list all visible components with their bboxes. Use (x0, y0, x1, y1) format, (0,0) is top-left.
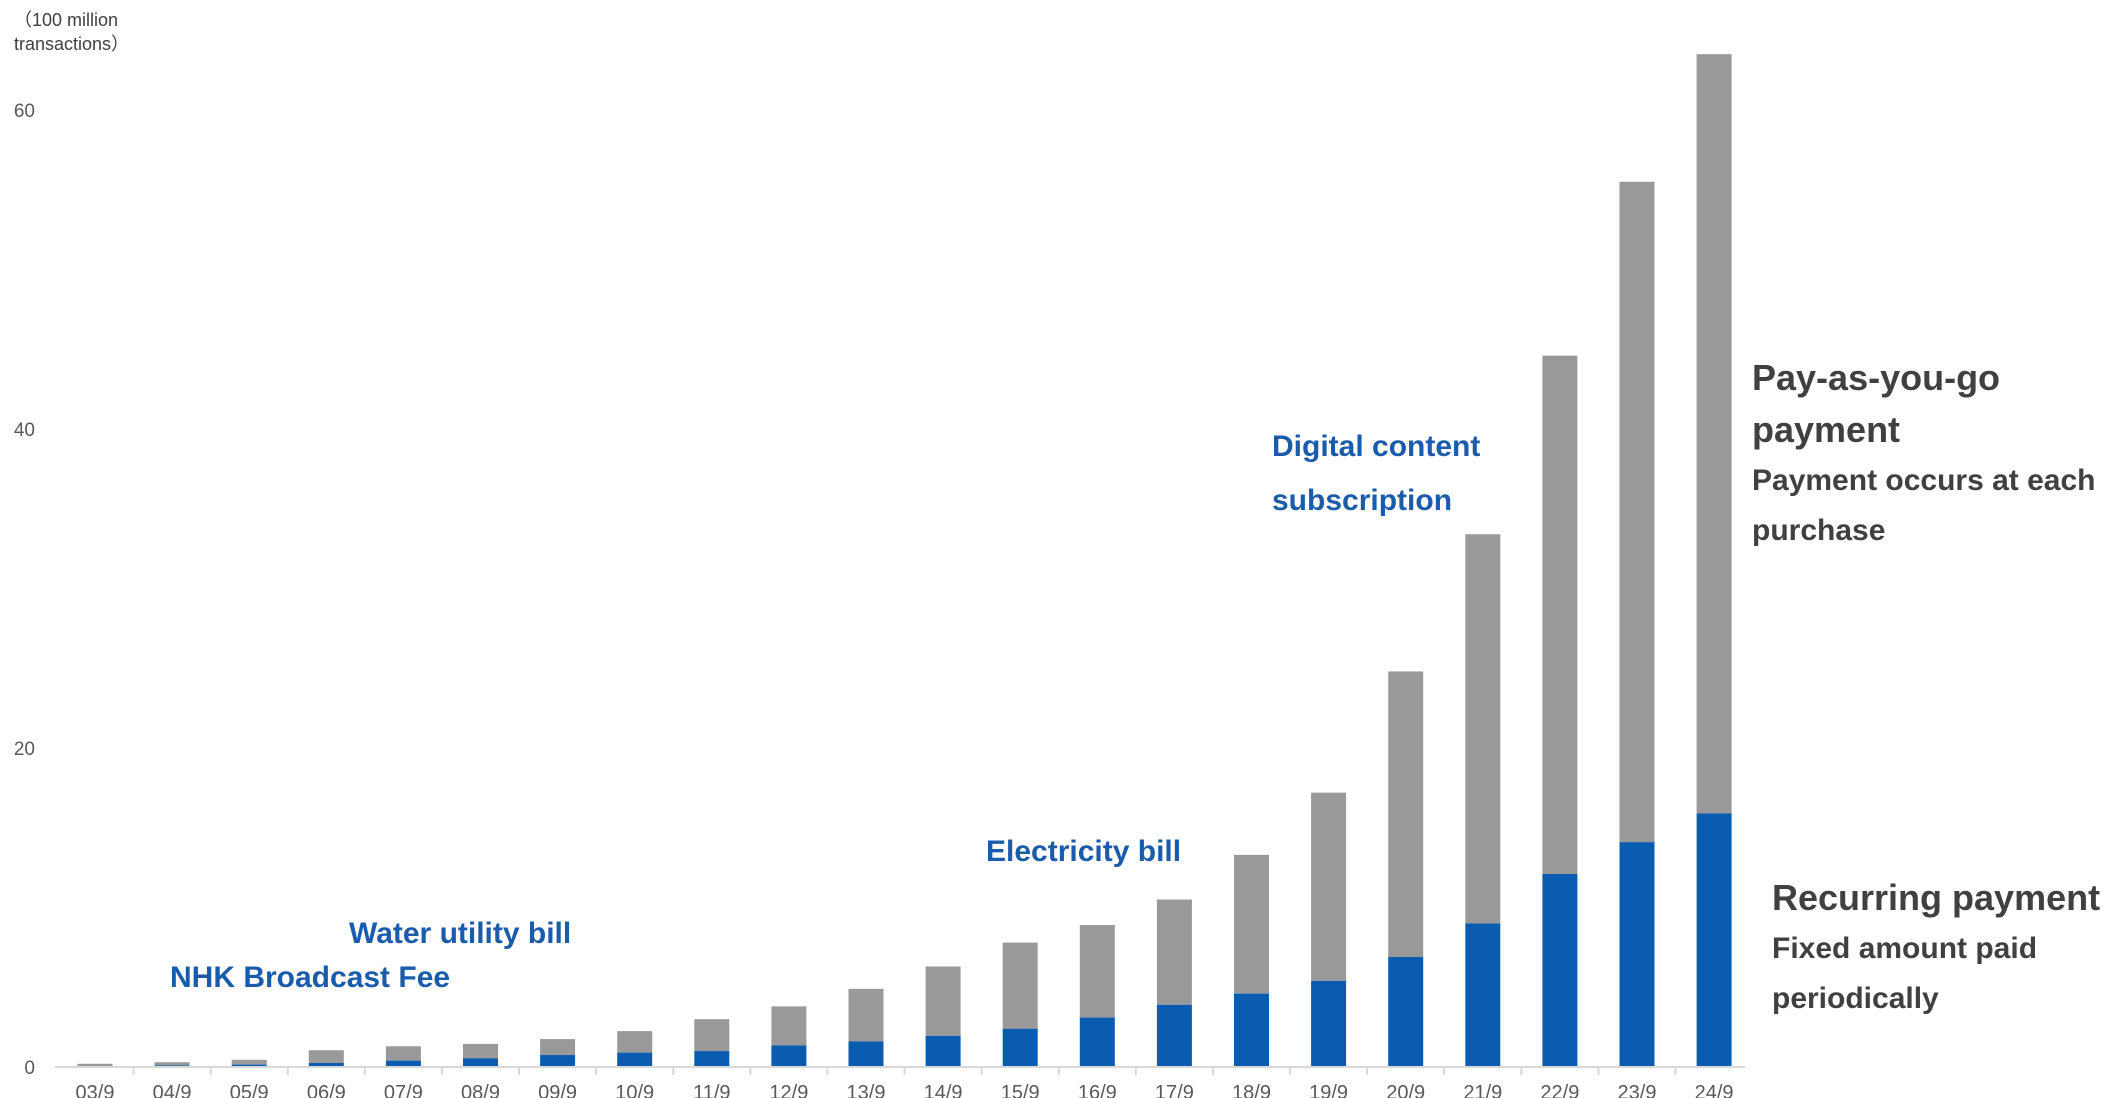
legend-recurring-desc-1: Fixed amount paid (1772, 932, 2038, 965)
y-tick-label: 20 (14, 739, 35, 760)
unit-label-line-2: transactions） (14, 34, 130, 54)
bar-recurring (540, 1055, 576, 1067)
legend-pay-as-you-go-desc-2: purchase (1752, 514, 1886, 547)
bar-pay-as-you-go (1619, 181, 1655, 843)
bar-pay-as-you-go (1002, 942, 1038, 1029)
bar-pay-as-you-go (154, 1062, 190, 1066)
x-tick-label: 08/9 (461, 1082, 500, 1098)
x-tick-label: 06/9 (307, 1082, 346, 1098)
legend-pay-as-you-go-desc-1: Payment occurs at each (1752, 464, 2096, 497)
annotation-nhk-broadcast-fee: NHK Broadcast Fee (170, 961, 451, 994)
bar-recurring (463, 1058, 498, 1067)
x-axis: 03/9 04/9 05/9 06/9 07/9 08/9 09/9 10/9 11/9 12/9… (55, 1066, 1745, 1098)
x-tick-label: 18/9 (1232, 1082, 1271, 1098)
legend-pay-as-you-go-title-2: payment (1752, 409, 1901, 450)
x-tick-label: 22/9 (1540, 1082, 1579, 1098)
x-tick-label: 17/9 (1155, 1082, 1194, 1098)
legend-pay-as-you-go: Pay-as-you-go payment Payment occurs at … (1752, 352, 2096, 556)
bar-recurring (1234, 993, 1269, 1067)
x-tick-label: 09/9 (538, 1082, 577, 1098)
legend-recurring-title: Recurring payment (1772, 877, 2101, 918)
bar-pay-as-you-go (385, 1046, 421, 1061)
bar-recurring (1079, 1017, 1115, 1067)
x-tick-label: 11/9 (693, 1082, 730, 1098)
bar-pay-as-you-go (308, 1050, 344, 1064)
bar-pay-as-you-go (463, 1043, 498, 1059)
bar-pay-as-you-go (848, 988, 884, 1042)
bar-pay-as-you-go (617, 1031, 653, 1053)
bar-recurring (925, 1035, 961, 1067)
legend-pay-as-you-go-title-1: Pay-as-you-go (1752, 357, 2001, 398)
bar-recurring (385, 1060, 421, 1067)
x-tick-label: 23/9 (1618, 1082, 1657, 1098)
x-tick-label: 07/9 (384, 1082, 423, 1098)
annotation-digital-line-1: Digital content (1272, 430, 1481, 463)
x-tick-label: 12/9 (769, 1082, 808, 1098)
bar-pay-as-you-go (1542, 355, 1578, 875)
annotation-electricity-bill: Electricity bill (986, 835, 1182, 868)
y-tick-label: 60 (14, 101, 35, 122)
bar-recurring (1002, 1028, 1038, 1067)
bar-recurring (231, 1064, 267, 1067)
bar-pay-as-you-go (694, 1019, 730, 1052)
y-tick-label: 0 (24, 1058, 35, 1079)
bar-pay-as-you-go (1311, 792, 1347, 981)
bar-recurring (1619, 842, 1655, 1067)
bar-recurring (1465, 923, 1501, 1067)
legend-recurring-desc-2: periodically (1772, 982, 1939, 1015)
bars (77, 54, 1732, 1067)
y-axis: 0 20 40 60 (14, 101, 35, 1079)
bar-recurring (1311, 980, 1347, 1067)
bar-recurring (1542, 874, 1578, 1067)
unit-label-line-1: （100 million (14, 10, 119, 30)
bar-pay-as-you-go (925, 966, 961, 1036)
bar-recurring (1156, 1004, 1192, 1067)
bar-pay-as-you-go (77, 1063, 113, 1067)
x-tick-label: 19/9 (1309, 1082, 1348, 1098)
bar-pay-as-you-go (1388, 671, 1424, 957)
bar-recurring (617, 1052, 653, 1067)
bar-recurring (848, 1041, 884, 1067)
x-tick-label: 24/9 (1695, 1082, 1734, 1098)
bar-recurring (1696, 813, 1732, 1067)
bar-pay-as-you-go (1079, 925, 1115, 1018)
x-tick-label: 14/9 (924, 1082, 963, 1098)
x-tick-label: 03/9 (76, 1082, 115, 1098)
y-tick-label: 40 (14, 420, 35, 441)
bar-recurring (1388, 956, 1424, 1067)
bar-pay-as-you-go (540, 1039, 576, 1056)
x-tick-label: 20/9 (1386, 1082, 1425, 1098)
bar-recurring (771, 1045, 807, 1067)
annotation-digital-content-subscription: Digital content subscription (1272, 420, 1480, 528)
bar-pay-as-you-go (1234, 854, 1269, 994)
bar-recurring (308, 1063, 344, 1067)
annotation-digital-line-2: subscription (1272, 484, 1453, 517)
bar-recurring (694, 1051, 730, 1067)
bar-pay-as-you-go (771, 1006, 807, 1046)
x-tick-label: 05/9 (230, 1082, 269, 1098)
x-tick-label: 16/9 (1078, 1082, 1117, 1098)
bar-pay-as-you-go (1465, 534, 1501, 924)
bar-pay-as-you-go (231, 1059, 267, 1065)
y-axis-unit-label: （100 million transactions） (14, 8, 129, 56)
legend-recurring: Recurring payment Fixed amount paid peri… (1772, 872, 2100, 1024)
bar-pay-as-you-go (1156, 899, 1192, 1005)
x-tick-label: 21/9 (1463, 1082, 1502, 1098)
x-tick-label: 15/9 (1001, 1082, 1040, 1098)
annotation-water-utility-bill: Water utility bill (349, 917, 572, 950)
bar-pay-as-you-go (1696, 54, 1732, 814)
x-tick-label: 04/9 (153, 1082, 192, 1098)
x-tick-label: 13/9 (847, 1082, 886, 1098)
x-tick-label: 10/9 (615, 1082, 654, 1098)
